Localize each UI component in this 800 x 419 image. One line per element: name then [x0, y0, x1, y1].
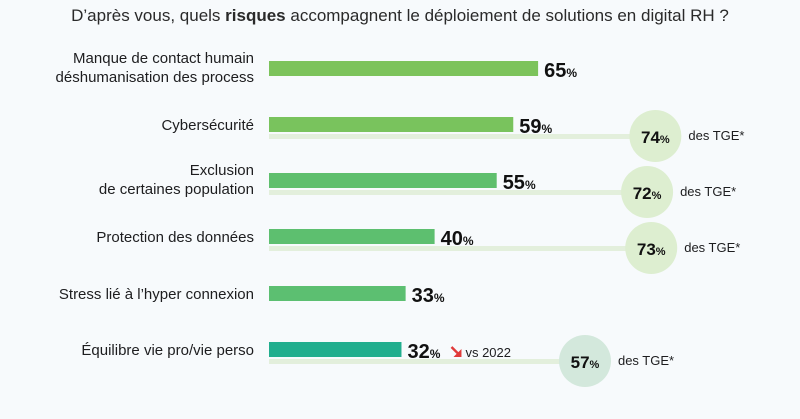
bar: [269, 342, 402, 357]
tge-track: [269, 134, 656, 139]
tge-label: des TGE*: [618, 353, 674, 368]
chart-title: D’après vous, quels risques accompagnent…: [0, 6, 800, 26]
bar: [269, 117, 514, 132]
title-suffix: accompagnent le déploiement de solutions…: [285, 6, 729, 25]
value-label: 33%: [412, 285, 445, 307]
tge-bubble: [558, 335, 611, 387]
tge-label: des TGE*: [688, 128, 744, 143]
tge-label: des TGE*: [680, 184, 736, 199]
tge-track: [269, 246, 652, 251]
trend-label: vs 2022: [465, 345, 511, 360]
category-label: Manque de contact humain: [73, 50, 254, 67]
value-label: 65%: [544, 60, 577, 82]
tge-bubble: [625, 222, 678, 274]
bar: [269, 173, 497, 188]
category-label: de certaines population: [99, 181, 254, 198]
title-prefix: D’après vous, quels: [71, 6, 226, 25]
category-label: Cybersécurité: [161, 117, 254, 134]
trend-down-icon: [450, 346, 462, 357]
bar: [269, 286, 406, 301]
tge-track: [269, 190, 648, 195]
category-label: Protection des données: [96, 229, 254, 246]
tge-label: des TGE*: [684, 240, 740, 255]
category-label: déshumanisation des process: [56, 69, 254, 86]
value-label: 40%: [441, 228, 474, 250]
tge-track: [269, 359, 585, 364]
tge-bubble: [629, 110, 682, 162]
category-label: Équilibre vie pro/vie perso: [81, 342, 254, 359]
bar: [269, 229, 435, 244]
tge-bubble: [621, 166, 674, 218]
value-label: 59%: [519, 116, 552, 138]
category-label: Stress lié à l’hyper connexion: [59, 286, 254, 303]
value-label: 55%: [503, 172, 536, 194]
bar: [269, 61, 539, 76]
title-bold: risques: [225, 6, 286, 25]
category-label: Exclusion: [190, 162, 254, 179]
value-label: 32%: [407, 341, 440, 363]
